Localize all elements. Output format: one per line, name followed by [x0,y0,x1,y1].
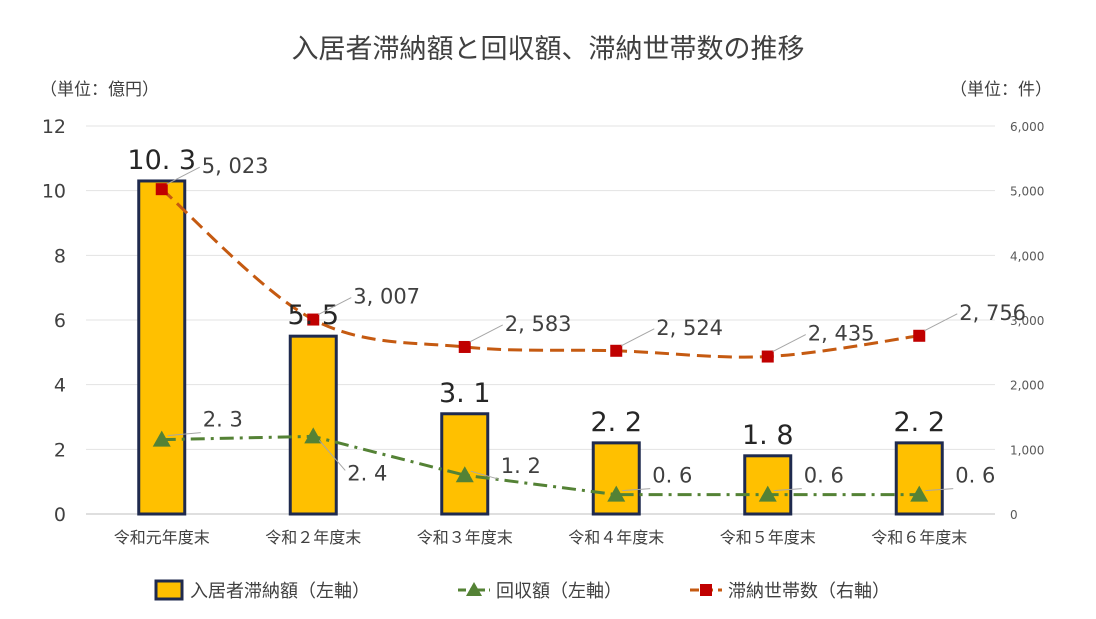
y-tick-right: 4,000 [1010,249,1044,263]
y-tick-left: 4 [54,375,66,397]
households-value-label: 2, 524 [656,316,723,340]
households-marker [458,340,471,353]
x-tick-label: 令和６年度末 [871,528,967,547]
households-line [160,188,920,359]
y-tick-left: 0 [54,504,66,526]
households-value-label: 5, 023 [202,154,269,178]
x-tick-label: 令和５年度末 [720,528,816,547]
y-tick-right: 1,000 [1010,443,1044,457]
bar-value-label: 3. 1 [439,378,491,409]
leader-line [925,488,954,492]
y-tick-right: 2,000 [1010,379,1044,393]
collection-value-label: 1. 2 [501,454,541,478]
leader-line [318,440,346,471]
legend-swatch-marker [700,584,712,596]
collection-value-label: 2. 4 [347,461,387,485]
collection-marker [910,485,929,502]
bar-value-label: 5. 5 [287,300,339,331]
leader-line [166,166,200,185]
bar-value-label: 1. 8 [742,420,794,451]
leader-line [772,334,806,352]
x-axis: 令和元年度末 令和２年度末 令和３年度末 令和４年度末 令和５年度末 令和６年度末 [114,528,968,547]
collection-marker [758,485,777,502]
bar-series [137,179,944,516]
gridlines [86,125,995,515]
collection-line [161,434,920,497]
bar-value-label: 2. 2 [590,407,642,438]
collection-value-label: 0. 6 [652,464,692,488]
legend: 入居者滞納額（左軸） 回収額（左軸） 滞納世帯数（右軸） [154,579,890,602]
left-axis-unit: （単位：億円） [40,80,159,100]
collection-value-label: 0. 6 [955,464,995,488]
y-tick-left: 10 [42,181,66,203]
y-tick-right: 0 [1010,508,1018,522]
legend-label: 入居者滞納額（左軸） [190,581,370,602]
bar [743,454,793,516]
households-value-label: 2, 756 [959,301,1026,325]
leader-line [167,432,201,437]
collection-value-label: 2. 3 [203,408,243,432]
bar [440,412,490,516]
line-series [152,183,929,502]
bar [137,179,187,516]
legend-label: 回収額（左軸） [496,581,622,602]
collection-value-label: 0. 6 [804,464,844,488]
x-tick-label: 令和３年度末 [417,528,513,547]
y-tick-right: 6,000 [1010,120,1044,134]
chart-title: 入居者滞納額と回収額、滞納世帯数の推移 [292,34,805,65]
y-tick-left: 2 [54,439,66,461]
households-marker [761,350,774,363]
bar [591,441,641,516]
y-tick-left: 6 [54,310,66,332]
y-tick-left: 8 [54,245,66,267]
collection-marker [607,485,626,502]
x-tick-label: 令和４年度末 [568,528,664,547]
households-value-label: 3, 007 [353,285,420,309]
leader-line [621,328,655,347]
legend-label: 滞納世帯数（右軸） [728,581,890,602]
leader-line [469,324,503,343]
bar [288,334,338,516]
legend-swatch-marker [466,582,482,596]
y-tick-right: 3,000 [1010,314,1044,328]
households-value-label: 2, 435 [808,322,875,346]
bar [894,441,944,516]
leader-line [622,488,651,492]
leader-line [470,470,499,480]
legend-swatch-bar [154,579,184,601]
right-axis-unit: （単位：件） [950,80,1052,100]
data-labels: 10. 3 5. 5 3. 1 2. 2 1. 8 2. 2 5, 023 3, 007 2, … [127,145,1026,492]
y-tick-left: 12 [42,116,66,138]
households-marker [307,313,320,326]
y-tick-right: 5,000 [1010,185,1044,199]
bar-value-label: 10. 3 [127,145,196,176]
households-value-label: 2, 583 [505,312,572,336]
leader-line [924,313,958,332]
right-y-axis: 0 1,000 2,000 3,000 4,000 5,000 6,000 [1010,120,1044,522]
collection-marker [455,466,474,483]
x-tick-label: 令和元年度末 [114,528,210,547]
bar-value-label: 2. 2 [893,407,945,438]
households-marker [155,183,168,196]
collection-marker [152,430,171,447]
x-tick-label: 令和２年度末 [265,528,361,547]
leader-line [773,488,802,492]
left-y-axis: 0 2 4 6 8 10 12 [42,116,66,526]
leader-line [318,297,352,315]
households-marker [610,344,623,357]
households-marker [913,329,926,342]
collection-marker [304,427,323,444]
